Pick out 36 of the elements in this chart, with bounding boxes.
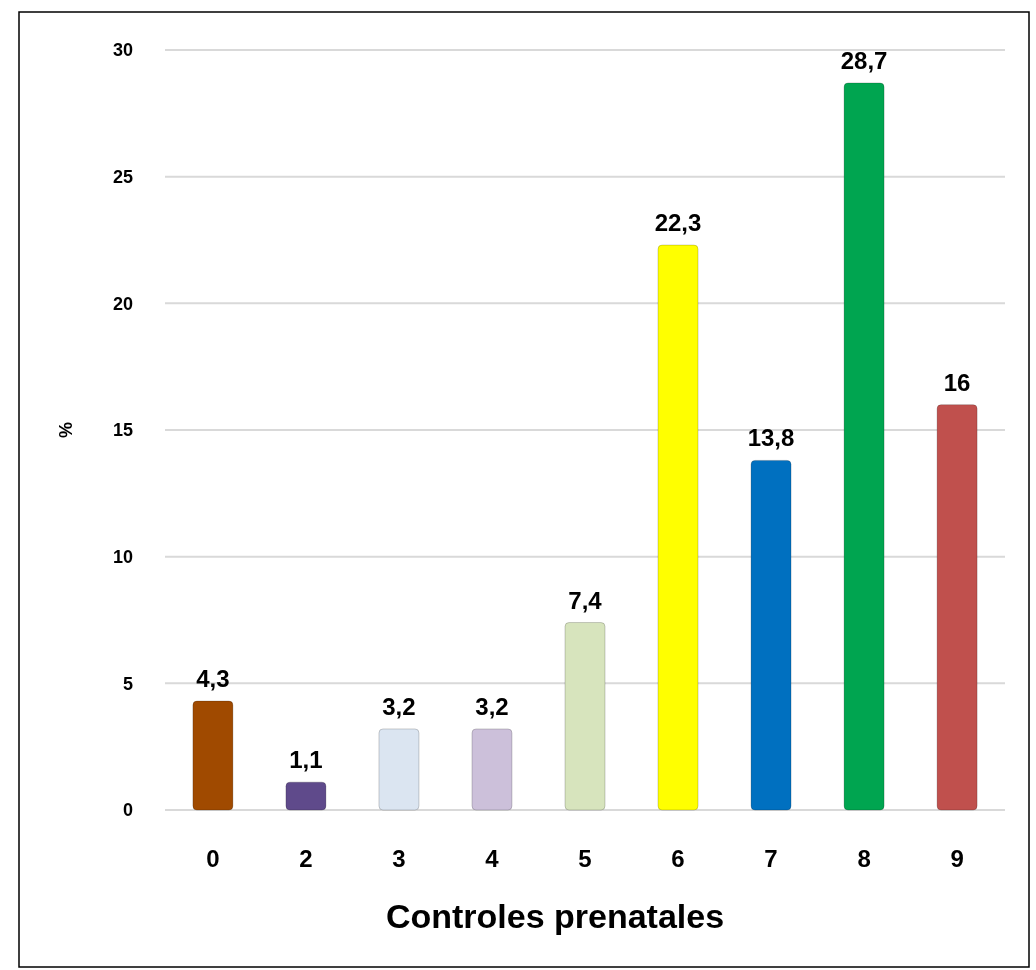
bar [750, 459, 792, 811]
x-tick-label: 8 [857, 845, 871, 873]
y-tick-label: 10 [112, 546, 133, 567]
data-label: 16 [943, 368, 971, 396]
x-tick-label: 2 [299, 845, 313, 873]
y-axis-title: % [56, 421, 76, 439]
bar [471, 728, 513, 811]
y-tick-label: 25 [112, 166, 133, 187]
y-tick-label: 5 [122, 673, 133, 694]
x-tick-label: 4 [485, 845, 500, 873]
data-label: 4,3 [196, 665, 230, 693]
data-label: 13,8 [747, 424, 795, 452]
y-tick-label: 15 [112, 420, 133, 441]
bar [285, 781, 327, 811]
bar [564, 622, 606, 811]
data-label: 28,7 [840, 46, 888, 74]
data-label: 22,3 [654, 209, 702, 237]
x-tick-label: 9 [950, 845, 964, 873]
data-label: 7,4 [568, 586, 603, 614]
data-label: 3,2 [475, 692, 509, 720]
bar [843, 82, 885, 811]
bar [192, 700, 234, 811]
bar [936, 404, 978, 811]
x-tick-label: 0 [206, 845, 220, 873]
x-tick-label: 6 [671, 845, 685, 873]
x-tick-label: 3 [392, 845, 406, 873]
y-tick-label: 0 [122, 800, 133, 821]
x-axis-title: Controles prenatales [385, 897, 725, 935]
x-tick-label: 5 [578, 845, 592, 873]
y-tick-label: 30 [112, 40, 133, 61]
y-tick-label: 20 [112, 293, 133, 314]
x-tick-label: 7 [764, 845, 778, 873]
data-label: 1,1 [289, 746, 323, 774]
bar [378, 728, 420, 811]
data-label: 3,2 [382, 692, 416, 720]
bar [657, 244, 699, 811]
